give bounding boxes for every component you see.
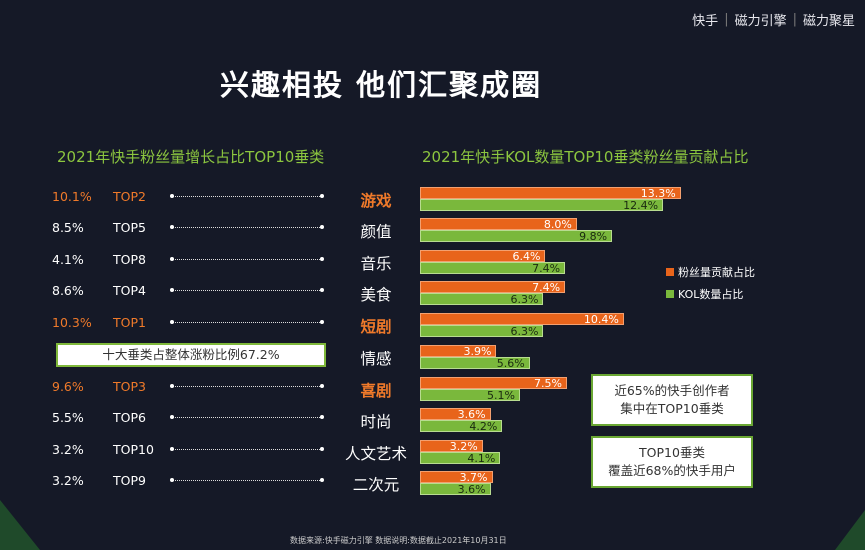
growth-row: 4.1% TOP8 [0, 250, 340, 270]
bar-fans-share: 3.2% [420, 440, 483, 453]
dotted-connector [170, 257, 324, 261]
category-label: 游戏 [360, 192, 392, 210]
legend-swatch [666, 290, 674, 298]
growth-row: 8.5% TOP5 [0, 218, 340, 238]
category-label: 喜剧 [360, 382, 392, 400]
bar-kol-share: 12.4% [420, 199, 664, 212]
dotted-connector [170, 225, 324, 229]
growth-row: 5.5% TOP6 [0, 408, 340, 428]
bar-kol-share: 4.1% [420, 452, 501, 465]
dotted-connector [170, 384, 324, 388]
legend-item-fans: 粉丝量贡献占比 [666, 264, 755, 280]
rank-label: TOP6 [113, 410, 146, 425]
growth-pct: 5.5% [52, 410, 84, 425]
category-label: 颜值 [360, 223, 392, 241]
legend-item-kol: KOL数量占比 [666, 286, 743, 302]
note-box-users: TOP10垂类 覆盖近68%的快手用户 [591, 436, 753, 488]
bar-fans-share: 3.7% [420, 471, 493, 484]
note-box-creators: 近65%的快手创作者 集中在TOP10垂类 [591, 374, 753, 426]
category-label: 人文艺术 [344, 445, 407, 463]
corner-decoration-right [835, 510, 865, 550]
bar-fans-share: 13.3% [420, 187, 681, 200]
bar-kol-share: 7.4% [420, 262, 566, 275]
category-label: 二次元 [352, 476, 400, 494]
bar-fans-share: 10.4% [420, 313, 624, 326]
cili-juxing-logo: 磁力聚星 [802, 14, 855, 29]
bar-kol-share: 9.8% [420, 230, 613, 243]
left-subtitle: 2021年快手粉丝量增长占比TOP10垂类 [57, 148, 325, 166]
summary-box: 十大垂类占整体涨粉比例67.2% [56, 343, 326, 367]
rank-label: TOP9 [113, 473, 146, 488]
growth-pct: 9.6% [52, 379, 84, 394]
rank-label: TOP4 [113, 283, 146, 298]
bar-fans-share: 6.4% [420, 250, 546, 263]
bar-kol-share: 3.6% [420, 483, 491, 496]
cili-engine-logo: 磁力引擎 [734, 14, 787, 29]
rank-label: TOP1 [113, 315, 146, 330]
growth-pct: 3.2% [52, 442, 84, 457]
rank-label: TOP2 [113, 189, 146, 204]
category-label: 短剧 [360, 318, 392, 336]
growth-row: 10.1% TOP2 [0, 187, 340, 207]
bar-fans-share: 3.6% [420, 408, 491, 421]
bar-kol-share: 5.6% [420, 357, 530, 370]
legend-swatch [666, 268, 674, 276]
bar-kol-share: 4.2% [420, 420, 503, 433]
growth-pct: 10.1% [52, 189, 92, 204]
dotted-connector [170, 478, 324, 482]
bar-fans-share: 3.9% [420, 345, 497, 358]
growth-pct: 8.6% [52, 283, 84, 298]
category-label: 美食 [360, 286, 392, 304]
dotted-connector [170, 320, 324, 324]
dotted-connector [170, 415, 324, 419]
chart-title: 2021年快手KOL数量TOP10垂类粉丝量贡献占比 [422, 148, 749, 166]
bar-kol-share: 5.1% [420, 389, 520, 402]
growth-row: 8.6% TOP4 [0, 281, 340, 301]
bar-kol-share: 6.3% [420, 325, 544, 338]
bar-kol-share: 6.3% [420, 293, 544, 306]
growth-row: 3.2% TOP10 [0, 440, 340, 460]
growth-row: 10.3% TOP1 [0, 313, 340, 333]
rank-label: TOP3 [113, 379, 146, 394]
growth-pct: 3.2% [52, 473, 84, 488]
corner-decoration-left [0, 500, 40, 550]
category-label: 音乐 [360, 255, 392, 273]
rank-label: TOP8 [113, 252, 146, 267]
growth-pct: 10.3% [52, 315, 92, 330]
dotted-connector [170, 288, 324, 292]
growth-pct: 4.1% [52, 252, 84, 267]
growth-pct: 8.5% [52, 220, 84, 235]
rank-label: TOP5 [113, 220, 146, 235]
brand-logos: 快手 | 磁力引擎 | 磁力聚星 [692, 12, 855, 29]
dotted-connector [170, 447, 324, 451]
rank-label: TOP10 [113, 442, 154, 457]
growth-row: 3.2% TOP9 [0, 471, 340, 491]
category-label: 情感 [360, 350, 392, 368]
bar-fans-share: 7.5% [420, 377, 567, 390]
kuaishou-logo: 快手 [692, 14, 719, 29]
growth-row: 9.6% TOP3 [0, 377, 340, 397]
page-title: 兴趣相投 他们汇聚成圈 [220, 68, 543, 102]
footer-source: 数据来源:快手磁力引擎 数据说明:数据截止2021年10月31日 [290, 536, 507, 545]
bar-fans-share: 8.0% [420, 218, 577, 231]
dotted-connector [170, 194, 324, 198]
category-label: 时尚 [360, 413, 392, 431]
bar-fans-share: 7.4% [420, 281, 566, 294]
